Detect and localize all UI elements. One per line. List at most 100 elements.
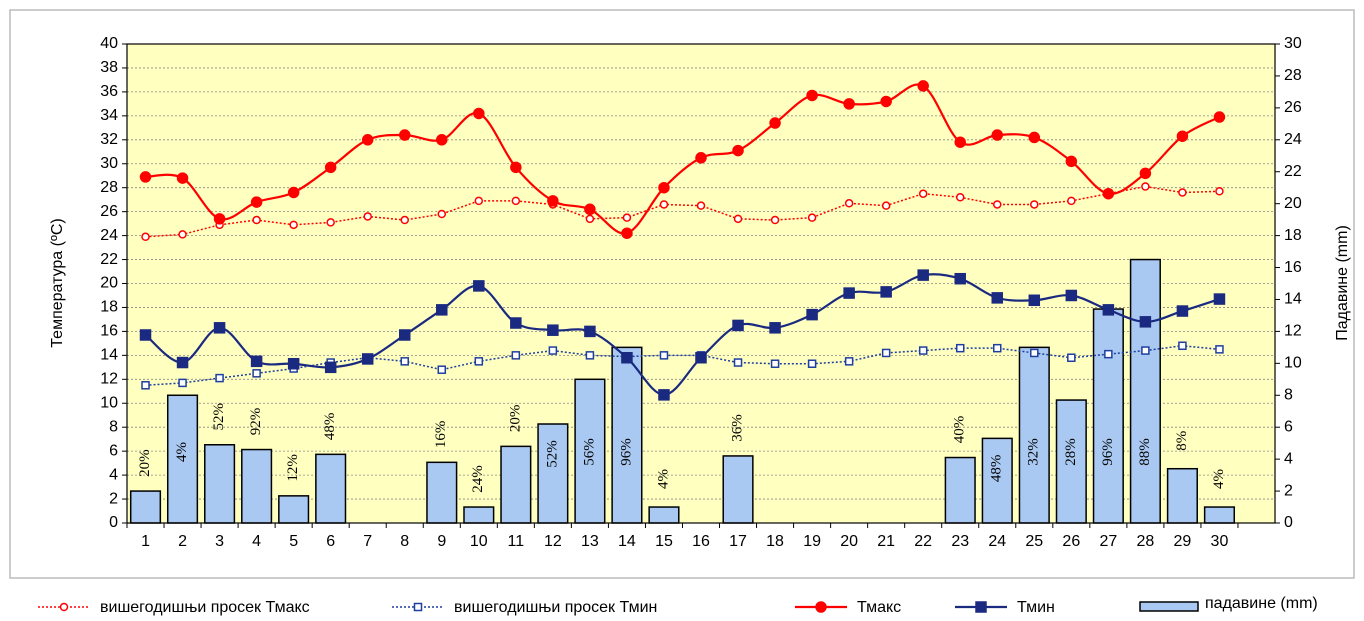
x-tick-label: 15 (655, 533, 673, 550)
x-tick-label: 26 (1062, 533, 1080, 550)
bar (648, 506, 680, 524)
y2-tick-label: 6 (1284, 418, 1293, 435)
x-tick-label: 13 (581, 533, 599, 550)
y-tick-label: 10 (100, 394, 118, 411)
point (139, 171, 152, 183)
legend-marker (815, 601, 827, 613)
point (843, 98, 855, 110)
x-tick-label: 6 (326, 533, 335, 550)
x-tick-label: 23 (951, 533, 969, 550)
y-tick-label: 12 (100, 371, 118, 388)
bar-annotation: 4% (1211, 469, 1227, 489)
point (178, 378, 187, 388)
bar (1203, 506, 1236, 524)
bar (500, 445, 532, 524)
point (361, 353, 374, 365)
y2-tick-label: 30 (1284, 35, 1302, 52)
bar (1166, 467, 1198, 524)
point (326, 218, 335, 227)
y-tick-label: 34 (100, 107, 118, 124)
point (917, 269, 929, 281)
y2-tick-label: 14 (1284, 291, 1302, 308)
point (991, 129, 1004, 141)
y2-tick-label: 24 (1284, 131, 1302, 148)
point (621, 351, 633, 364)
point (141, 381, 150, 390)
point (585, 214, 595, 224)
point (955, 343, 965, 353)
plot-border (126, 43, 1276, 524)
point (659, 351, 669, 360)
point (1030, 200, 1039, 209)
legend-label: Тмакс (857, 599, 901, 616)
bar-annotation: 48% (989, 455, 1005, 483)
legend-label: вишегодишњи просек Тмакс (100, 599, 310, 616)
y2-tick-label: 26 (1284, 99, 1302, 116)
point (993, 343, 1002, 353)
x-tick-label: 18 (766, 533, 784, 550)
point (361, 134, 374, 146)
point (843, 287, 855, 299)
x-tick-label: 19 (803, 533, 821, 550)
point (547, 195, 559, 207)
point (769, 117, 781, 129)
point (770, 215, 780, 225)
point (880, 95, 892, 108)
point (881, 348, 891, 358)
point (252, 369, 261, 378)
point (659, 200, 669, 209)
y2-tick-label: 16 (1284, 259, 1302, 276)
point (1028, 131, 1041, 144)
y2-tick-label: 2 (1284, 482, 1293, 499)
x-tick-label: 1 (141, 533, 150, 550)
y-tick-label: 36 (100, 83, 118, 100)
x-tick-label: 5 (289, 533, 298, 550)
y-tick-label: 38 (100, 59, 118, 76)
point (1141, 182, 1150, 191)
bar-annotation: 56% (581, 438, 597, 466)
x-tick-label: 27 (1099, 533, 1117, 550)
legend-marker (413, 602, 423, 612)
y-tick-label: 28 (100, 179, 118, 196)
point (1139, 316, 1152, 328)
bar-annotation: 12% (285, 454, 301, 482)
point (695, 351, 707, 364)
point (1178, 188, 1187, 197)
x-tick-label: 3 (215, 533, 224, 550)
point (732, 319, 744, 332)
point (176, 356, 189, 369)
point (436, 134, 448, 146)
bar-annotation: 20% (137, 449, 153, 477)
point (1104, 349, 1113, 359)
bar (1055, 399, 1087, 524)
point (918, 346, 928, 355)
point (511, 351, 521, 360)
point (250, 196, 263, 208)
point (178, 230, 187, 239)
point (1178, 341, 1187, 351)
legend-marker (975, 601, 987, 613)
legend-item: падавине (mm) (1139, 595, 1318, 612)
y-tick-label: 30 (100, 155, 118, 172)
bar (463, 506, 495, 524)
point (807, 213, 817, 222)
x-tick-label: 10 (470, 533, 488, 550)
bar-annotation: 32% (1026, 438, 1042, 466)
point (1067, 353, 1076, 362)
point (658, 181, 670, 194)
x-tick-label: 9 (437, 533, 446, 550)
x-tick-label: 29 (1174, 533, 1192, 550)
series-line (145, 185, 1220, 238)
point (1028, 294, 1041, 307)
y-tick-label: 22 (100, 251, 118, 268)
x-tick-label: 4 (252, 533, 261, 550)
point (991, 292, 1004, 304)
point (584, 203, 596, 216)
point (585, 351, 595, 360)
point (1176, 130, 1189, 142)
y-tick-label: 20 (100, 275, 118, 292)
y-axis-label: Температура (ºC) (49, 218, 66, 347)
bar (204, 444, 236, 524)
point (1067, 196, 1076, 206)
point (770, 359, 780, 368)
